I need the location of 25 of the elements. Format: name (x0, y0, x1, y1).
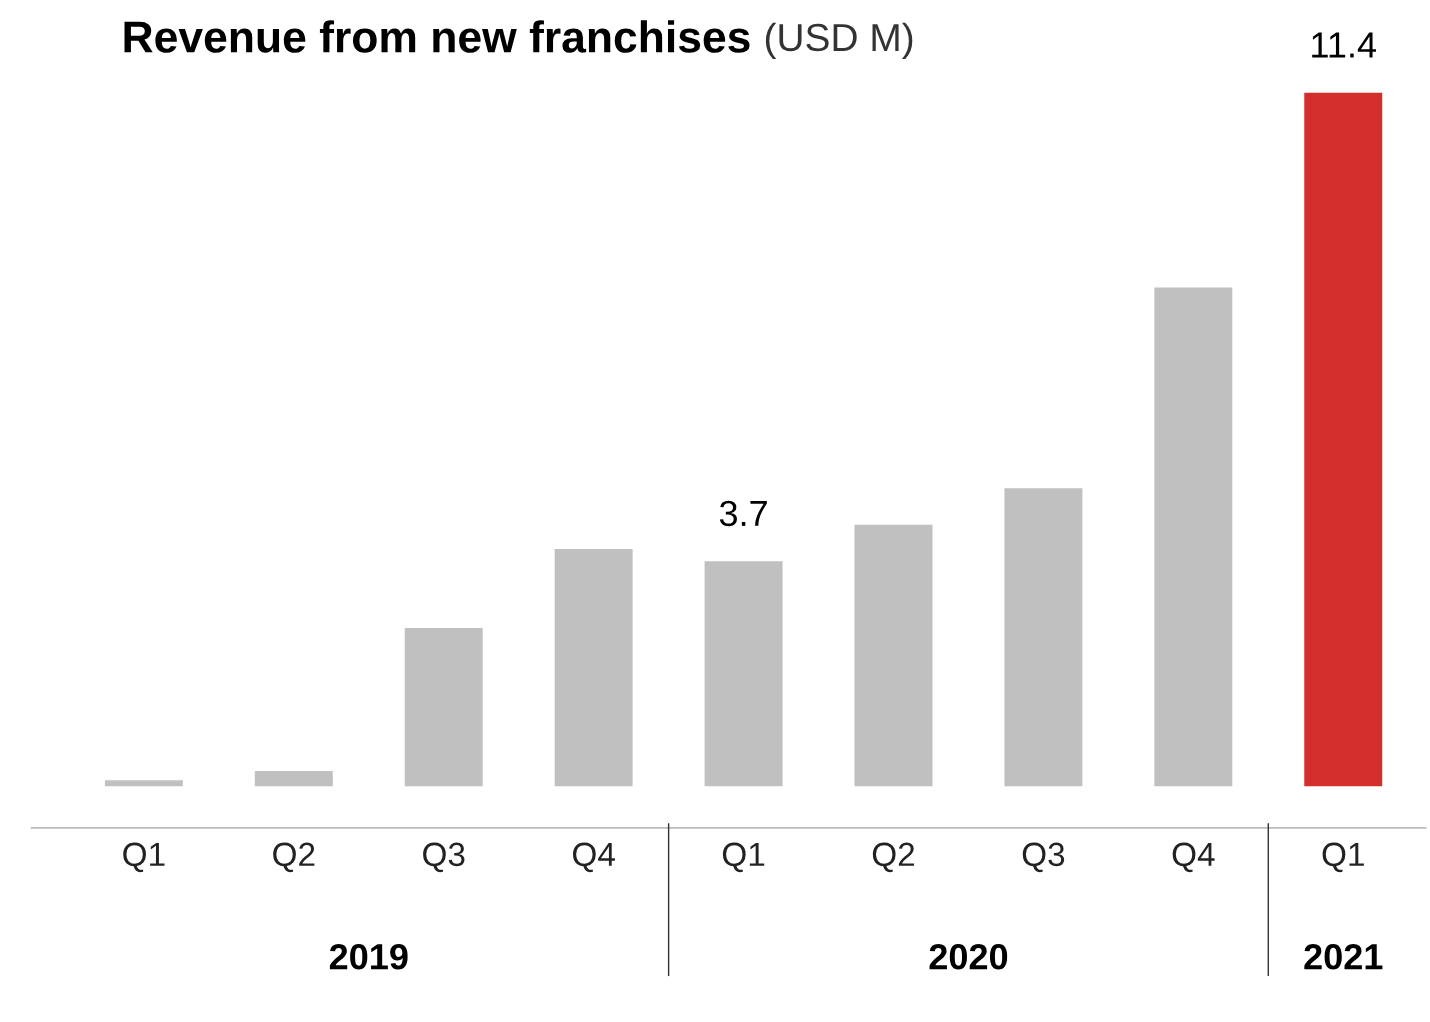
bar (554, 548, 633, 787)
x-tick-label: Q1 (1322, 842, 1364, 873)
x-tick-label: Q3 (423, 842, 465, 873)
data-label: 3.7 (719, 500, 767, 527)
text: 2020 (929, 943, 1008, 970)
x-tick-label: Q1 (123, 842, 165, 873)
bar (704, 561, 783, 787)
bar (1004, 488, 1083, 787)
chart-subtitle: (USD M) (765, 22, 913, 59)
chart-title: Revenue from new franchises (124, 20, 750, 53)
text: 2021 (1304, 943, 1383, 970)
x-tick-label: Q1 (722, 842, 765, 873)
x-tick-label: Q4 (1172, 842, 1215, 873)
x-tick-label: Q3 (1022, 842, 1065, 873)
bar (1154, 287, 1233, 787)
x-tick-label: Q2 (273, 842, 315, 873)
bar (104, 780, 183, 787)
bar (254, 771, 333, 787)
text: 2019 (329, 943, 408, 970)
x-tick-label: Q2 (872, 842, 915, 873)
bar (1304, 92, 1383, 787)
data-label: 11.4 (1312, 32, 1377, 58)
x-tick-label: Q4 (573, 842, 615, 873)
bar (404, 628, 483, 787)
bar (854, 524, 933, 787)
